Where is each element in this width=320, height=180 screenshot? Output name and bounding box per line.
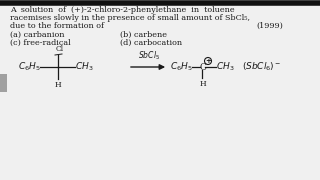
Text: $C_6H_5$: $C_6H_5$ [18, 61, 41, 73]
Text: A  solution  of  (+)-2-chloro-2-phenylethane  in  toluene: A solution of (+)-2-chloro-2-phenylethan… [10, 6, 235, 14]
Text: $(SbCl_6)^-$: $(SbCl_6)^-$ [242, 61, 281, 73]
Text: $CH_3$: $CH_3$ [216, 61, 235, 73]
Text: $C_6H_5$: $C_6H_5$ [170, 61, 193, 73]
Text: C: C [200, 62, 207, 71]
Text: $CH_3$: $CH_3$ [75, 61, 93, 73]
FancyBboxPatch shape [0, 74, 7, 92]
Text: (c) free-radical: (c) free-radical [10, 39, 71, 47]
Text: (1999): (1999) [256, 22, 283, 30]
Text: H: H [200, 80, 207, 88]
Text: (a) carbanion: (a) carbanion [10, 31, 65, 39]
Text: H: H [55, 81, 62, 89]
Text: due to the formation of: due to the formation of [10, 22, 104, 30]
Text: (b) carbene: (b) carbene [120, 31, 167, 39]
Text: (d) carbocation: (d) carbocation [120, 39, 182, 47]
Text: +: + [205, 58, 211, 64]
Text: racemises slowly in the presence of small amount of SbCl₅,: racemises slowly in the presence of smal… [10, 14, 250, 22]
Text: $SbCl_5$: $SbCl_5$ [138, 50, 160, 62]
Text: Cl: Cl [56, 45, 64, 53]
